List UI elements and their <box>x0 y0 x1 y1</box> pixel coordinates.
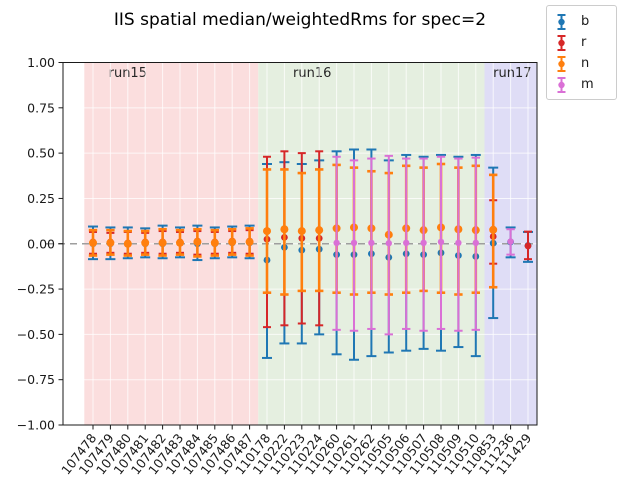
legend-label: r <box>581 35 587 50</box>
errorbar-marker-icon <box>557 76 566 93</box>
errorbars-110224 <box>314 150 325 336</box>
errorbar-n <box>262 168 272 294</box>
y-axis-ticks: 1.00 0.75 0.50 0.25 0.00 −0.25 −0.50 −0.75 −1.00 <box>17 55 63 433</box>
errorbars-107483 <box>175 226 185 259</box>
y-tick-label: 1.00 <box>27 55 55 70</box>
errorbar-r <box>524 230 532 261</box>
errorbar-n <box>158 227 167 257</box>
errorbar-series <box>88 148 533 361</box>
y-tick-label: 0.75 <box>27 100 55 115</box>
errorbar-m <box>454 157 463 332</box>
legend-item-n: n <box>554 53 610 74</box>
errorbar-m <box>384 154 393 336</box>
legend-item-b: b <box>554 11 610 32</box>
errorbar-m <box>436 155 446 330</box>
errorbar-n <box>315 168 324 293</box>
errorbar-m <box>402 157 411 330</box>
errorbars-111429 <box>523 230 533 263</box>
errorbar-m <box>419 157 428 332</box>
errorbar-m <box>349 159 359 332</box>
region-label-run17: run17 <box>493 66 531 81</box>
errorbars-110506 <box>401 153 412 352</box>
errorbars-107482 <box>157 224 168 260</box>
errorbars-110223 <box>296 152 307 345</box>
errorbar-n <box>88 228 98 257</box>
errorbar-n <box>245 227 254 257</box>
y-tick-label: −0.75 <box>17 372 55 387</box>
errorbars-110508 <box>436 153 446 352</box>
errorbars-110509 <box>453 155 464 349</box>
errorbars-110178 <box>262 155 272 359</box>
y-tick-label: 0.00 <box>27 236 55 251</box>
y-tick-label: −0.50 <box>17 327 55 342</box>
errorbars-107487 <box>244 224 255 260</box>
errorbar-n <box>210 228 219 257</box>
errorbars-110261 <box>349 148 359 361</box>
errorbar-n <box>280 168 289 296</box>
legend-item-m: m <box>554 74 610 95</box>
y-tick-label: 0.50 <box>27 146 55 161</box>
errorbar-n <box>106 228 115 256</box>
errorbars-110510 <box>470 153 481 358</box>
errorbars-107480 <box>122 226 133 260</box>
legend-label: n <box>581 56 590 71</box>
errorbars-107485 <box>209 226 220 260</box>
chart-title: IIS spatial median/weightedRms for spec=… <box>113 10 487 30</box>
errorbars-110853 <box>488 166 499 320</box>
legend: b r n m <box>546 5 617 100</box>
errorbar-n <box>193 227 202 258</box>
errorbars-107486 <box>227 225 238 259</box>
errorbar-marker-icon <box>557 34 566 51</box>
y-tick-label: −1.00 <box>17 418 55 433</box>
legend-label: m <box>581 77 594 92</box>
errorbar-marker-icon <box>557 13 566 30</box>
errorbar-m <box>332 155 341 331</box>
errorbars-110262 <box>366 148 377 358</box>
errorbar-n <box>489 173 498 289</box>
region-label-run16: run16 <box>293 66 331 81</box>
errorbars-110505 <box>383 154 394 354</box>
errorbar-n <box>123 229 132 257</box>
y-tick-label: 0.25 <box>27 191 55 206</box>
x-axis-ticks: 1074781074791074801074811074821074831074… <box>58 425 534 477</box>
errorbar-n <box>175 228 185 256</box>
legend-item-r: r <box>554 32 610 53</box>
errorbars-111236 <box>505 226 516 259</box>
errorbars-110260 <box>331 150 342 356</box>
errorbar-n <box>228 227 237 256</box>
errorbars-107484 <box>192 224 203 262</box>
errorbar-m <box>506 228 515 256</box>
errorbar-m <box>367 157 376 330</box>
y-tick-label: −0.25 <box>17 282 55 297</box>
errorbars-107481 <box>140 227 151 259</box>
errorbar-n <box>297 171 306 293</box>
errorbar-m <box>471 156 480 331</box>
errorbar-marker-icon <box>557 55 566 72</box>
legend-label: b <box>581 14 590 29</box>
errorbars-110507 <box>418 155 429 350</box>
errorbars-107478 <box>88 225 98 261</box>
errorbar-n <box>141 229 150 256</box>
errorbars-107479 <box>105 226 116 261</box>
errorbars-110222 <box>279 150 290 345</box>
